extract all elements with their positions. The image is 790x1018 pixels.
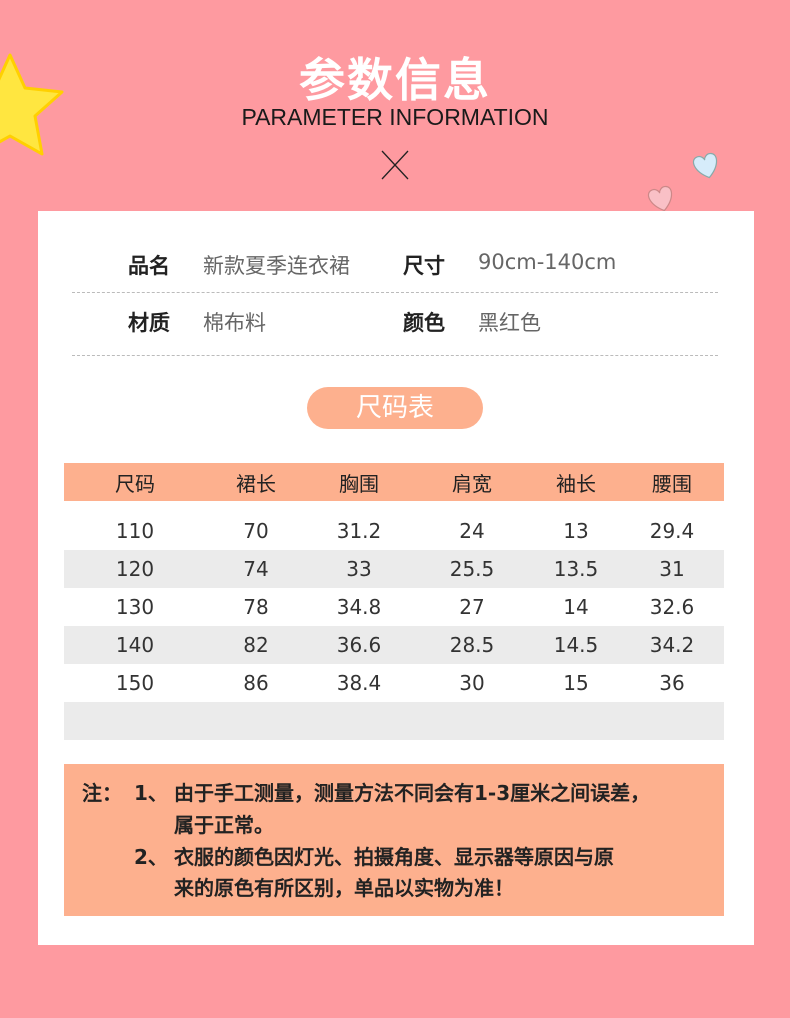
table-cell: 25.5 (449, 557, 495, 581)
parameter-card: 品名 新款夏季连衣裙 尺寸 90cm-140cm 材质 棉布料 颜色 黑红色 尺… (38, 211, 754, 945)
table-cell: 34.8 (336, 595, 382, 619)
table-cell: 82 (243, 633, 269, 657)
table-row: 150 86 38.4 30 15 36 (64, 664, 724, 702)
column-header: 胸围 (339, 471, 379, 496)
table-cell: 38.4 (336, 671, 382, 695)
table-cell: 30 (459, 671, 485, 695)
column-header: 肩宽 (452, 471, 492, 496)
heart-pink-icon (645, 183, 677, 217)
column-header: 腰围 (652, 471, 692, 496)
table-cell: 33 (346, 557, 372, 581)
page-title: 参数信息 (299, 53, 491, 107)
table-cell: 27 (459, 595, 485, 619)
note-item-2-line1: 衣服的颜色因灯光、拍摄角度、显示器等原因与原 (174, 845, 614, 869)
table-cell: 24 (459, 519, 485, 543)
note-box: 注： 1、 由于手工测量，测量方法不同会有1-3厘米之间误差， 属于正常。 2、… (64, 764, 724, 916)
table-cell: 74 (243, 557, 269, 581)
table-cell: 78 (243, 595, 269, 619)
info-value-name: 新款夏季连衣裙 (203, 254, 350, 278)
table-cell: 36 (659, 671, 685, 695)
table-cell: 14 (563, 595, 589, 619)
info-label-material: 材质 (128, 311, 170, 335)
note-num-1: 1、 (134, 781, 168, 805)
info-value-size: 90cm-140cm (478, 250, 617, 274)
table-cell: 70 (243, 519, 269, 543)
table-cell: 32.6 (649, 595, 695, 619)
table-cell: 86 (243, 671, 269, 695)
table-row: 140 82 36.6 28.5 14.5 34.2 (64, 626, 724, 664)
table-cell: 31 (659, 557, 685, 581)
table-row: 130 78 34.8 27 14 32.6 (64, 588, 724, 626)
note-num-2: 2、 (134, 845, 168, 869)
table-cell: 29.4 (649, 519, 695, 543)
note-item-1-line2: 属于正常。 (174, 813, 274, 837)
note-item-1-line1: 由于手工测量，测量方法不同会有1-3厘米之间误差， (174, 781, 651, 805)
info-label-color: 颜色 (403, 311, 445, 335)
table-cell: 13.5 (553, 557, 599, 581)
table-cell: 120 (115, 557, 155, 581)
table-cell: 36.6 (336, 633, 382, 657)
column-header: 袖长 (556, 471, 596, 496)
note-item-2-line2: 来的原色有所区别，单品以实物为准！ (174, 876, 514, 900)
table-cell: 34.2 (649, 633, 695, 657)
column-header: 裙长 (236, 471, 276, 496)
table-row-empty (64, 702, 724, 740)
table-cell: 130 (115, 595, 155, 619)
page-subtitle: PARAMETER INFORMATION (241, 104, 549, 130)
table-cell: 150 (115, 671, 155, 695)
table-cell: 140 (115, 633, 155, 657)
table-cell: 28.5 (449, 633, 495, 657)
info-label-size: 尺寸 (403, 254, 445, 278)
cross-divider-icon (381, 150, 409, 184)
size-table: 尺码 裙长 胸围 肩宽 袖长 腰围 110 70 31.2 24 13 29.4 120 74 33 25.… (64, 463, 724, 740)
table-cell: 14.5 (553, 633, 599, 657)
info-value-color: 黑红色 (478, 311, 541, 335)
divider (72, 292, 718, 293)
divider (72, 355, 718, 356)
heart-blue-icon (690, 150, 722, 184)
table-row: 110 70 31.2 24 13 29.4 (64, 512, 724, 550)
table-cell: 13 (563, 519, 589, 543)
table-cell: 110 (115, 519, 155, 543)
note-prefix: 注： (82, 781, 122, 805)
table-cell: 31.2 (336, 519, 382, 543)
table-cell: 15 (563, 671, 589, 695)
table-row: 120 74 33 25.5 13.5 31 (64, 550, 724, 588)
size-chart-title: 尺码表 (307, 387, 483, 429)
info-value-material: 棉布料 (203, 311, 266, 335)
column-header: 尺码 (115, 471, 155, 496)
info-label-name: 品名 (128, 254, 170, 278)
star-decoration (0, 50, 70, 174)
table-header: 尺码 裙长 胸围 肩宽 袖长 腰围 (64, 463, 724, 501)
